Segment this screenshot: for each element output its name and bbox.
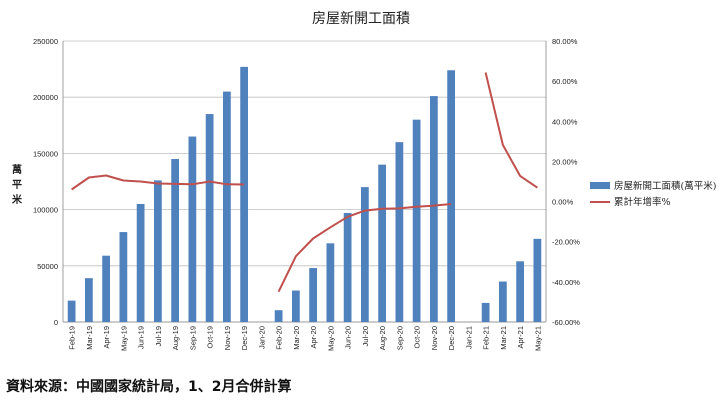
y-label-char: 萬 [12, 163, 22, 176]
bar [498, 281, 507, 322]
x-tick-label: Feb-19 [68, 326, 77, 350]
x-tick-label: Oct-20 [413, 326, 422, 349]
bar [102, 255, 111, 322]
x-tick-label: Mar-21 [499, 326, 508, 350]
y2-tick-label: -20.00% [552, 238, 580, 247]
legend: 房屋新開工面積(萬平米) 累計年增率% [590, 180, 716, 208]
bar [378, 164, 387, 322]
x-tick-label: Dec-20 [447, 326, 456, 350]
y-tick-label: 50000 [37, 262, 58, 271]
bar [136, 203, 145, 322]
line-segment [277, 203, 452, 293]
bar [447, 70, 456, 322]
y-tick-label: 250000 [33, 37, 58, 46]
x-tick-label: Sep-20 [395, 326, 404, 350]
bar [516, 261, 525, 322]
x-tick-label: Aug-20 [378, 326, 387, 350]
x-tick-label: Jan-21 [464, 326, 473, 349]
y-axis-right: -60.00% -40.00% -20.00% 0.00% 20.00% 40.00% 60… [552, 37, 580, 327]
x-tick-label: Mar-20 [292, 326, 301, 350]
y2-tick-label: 0.00% [552, 198, 574, 207]
x-tick-label: May-21 [533, 326, 542, 351]
bar [205, 114, 214, 322]
x-tick-label: Jul-19 [154, 326, 163, 346]
x-tick-label: May-19 [119, 326, 128, 351]
bar [222, 91, 231, 322]
x-tick-label: Jun-20 [344, 326, 353, 349]
bar [309, 268, 318, 322]
bar [481, 302, 490, 322]
source-note: 資料來源：中國國家統計局，1、2月合併計算 [6, 379, 292, 395]
y-label-char: 平 [12, 179, 22, 191]
x-tick-label: Oct-19 [206, 326, 215, 349]
y2-tick-label: 80.00% [552, 37, 578, 46]
line-segment [484, 72, 538, 189]
legend-line-label: 累計年增率% [614, 196, 671, 208]
x-tick-label: Jun-19 [137, 326, 146, 349]
bar [343, 212, 352, 322]
y2-tick-label: 60.00% [552, 77, 578, 86]
bar [188, 136, 197, 322]
y-axis-label: 萬平米 [12, 163, 23, 206]
x-tick-label: Sep-19 [188, 326, 197, 350]
x-tick-label: May-20 [326, 326, 335, 351]
bar [326, 243, 335, 322]
bar [153, 180, 162, 322]
y-axis-left: 0 50000 100000 150000 200000 250000 [33, 37, 58, 327]
chart-title: 房屋新開工面積 [312, 11, 410, 27]
legend-bar-label: 房屋新開工面積(萬平米) [614, 180, 716, 192]
bar [171, 159, 180, 322]
x-tick-label: Apr-19 [102, 326, 111, 349]
y-tick-label: 150000 [33, 149, 58, 158]
x-tick-label: Aug-19 [171, 326, 180, 350]
x-tick-label: Jul-20 [361, 326, 370, 346]
bar [360, 187, 369, 322]
bar [67, 300, 76, 322]
x-tick-label: Dec-19 [240, 326, 249, 350]
y-tick-label: 200000 [33, 93, 58, 102]
x-tick-label: Apr-21 [516, 326, 525, 349]
y2-tick-label: 20.00% [552, 157, 578, 166]
y2-tick-label: 40.00% [552, 117, 578, 126]
x-tick-label: Mar-19 [85, 326, 94, 350]
bar [291, 290, 300, 322]
bar [395, 142, 404, 322]
bar [84, 278, 93, 322]
bar [429, 96, 438, 323]
y-tick-label: 100000 [33, 206, 58, 215]
y-tick-label: 0 [54, 318, 58, 327]
x-tick-label: Feb-20 [275, 326, 284, 350]
bar-series [67, 66, 542, 323]
bar [240, 66, 249, 323]
line-segment [71, 174, 245, 191]
bar [274, 310, 283, 322]
bar [412, 119, 421, 323]
y-label-char: 米 [12, 193, 23, 206]
x-tick-label: Feb-21 [482, 326, 491, 350]
y2-tick-label: -60.00% [552, 318, 580, 327]
x-tick-label: Apr-20 [309, 326, 318, 349]
x-tick-label: Nov-19 [223, 326, 232, 350]
bar [119, 232, 128, 322]
legend-bar-swatch [590, 182, 610, 189]
bar [533, 238, 542, 322]
x-tick-label: Nov-20 [430, 326, 439, 350]
line-series [71, 72, 538, 293]
y2-tick-label: -40.00% [552, 278, 580, 287]
x-axis: Feb-19 Mar-19 Apr-19 May-19 Jun-19 Jul-19 Aug-… [68, 326, 543, 351]
x-tick-label: Jan-20 [257, 326, 266, 349]
